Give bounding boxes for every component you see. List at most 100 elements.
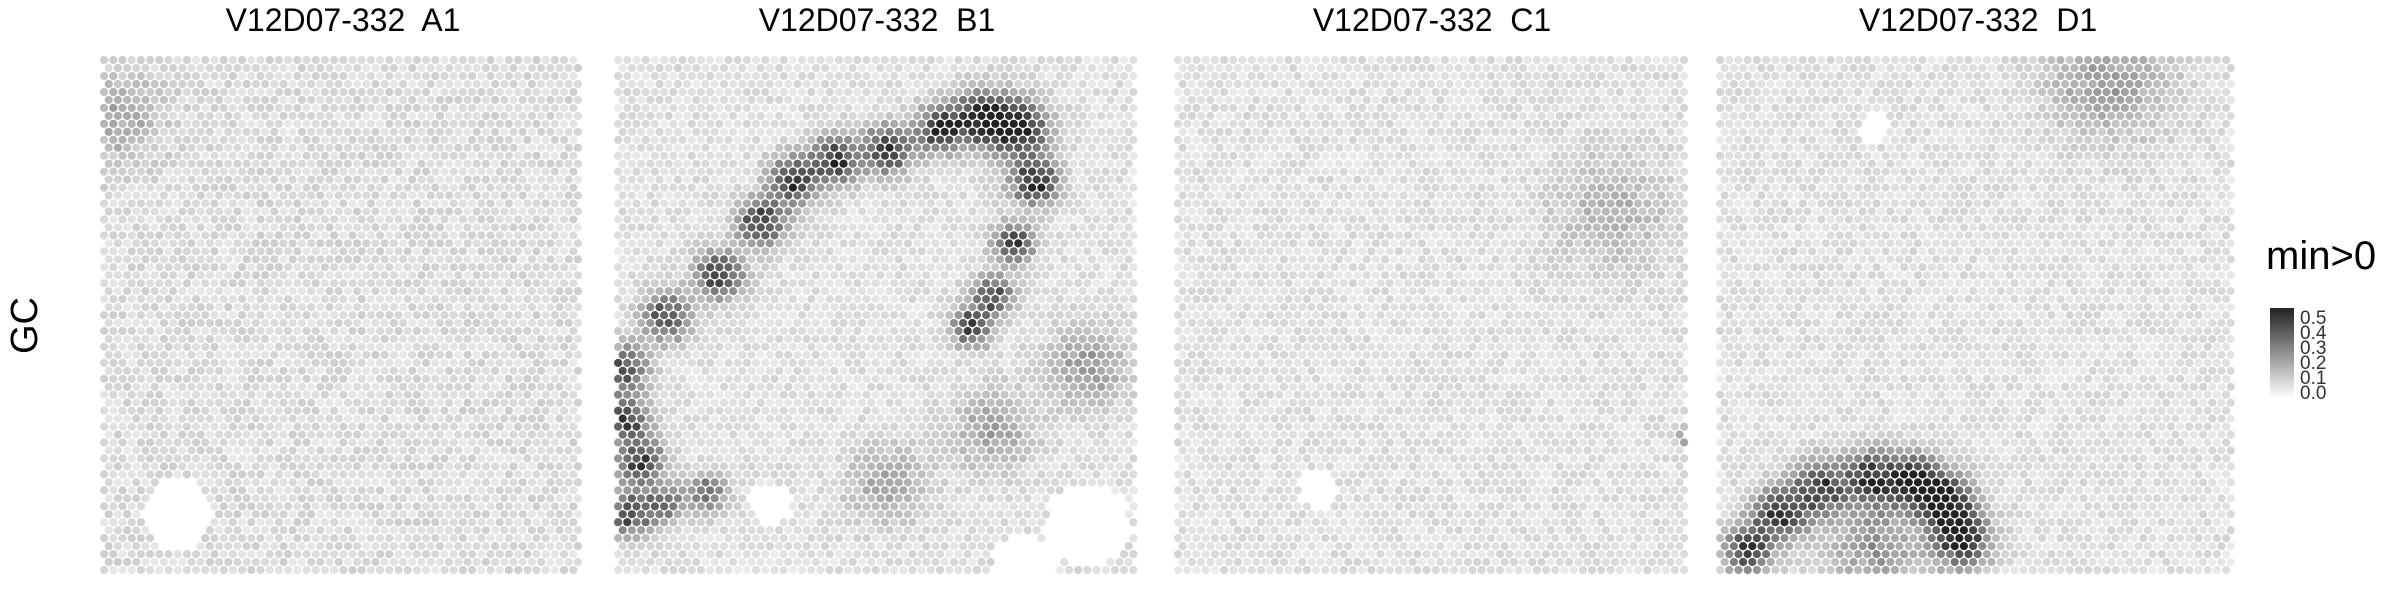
- heatmap-spot: [132, 414, 141, 423]
- heatmap-spot: [779, 263, 788, 272]
- heatmap-spot: [472, 462, 481, 471]
- heatmap-spot: [201, 406, 210, 415]
- heatmap-spot: [949, 255, 958, 264]
- heatmap-spot: [228, 167, 237, 176]
- heatmap-spot: [477, 550, 486, 559]
- heatmap-spot: [1110, 199, 1119, 208]
- heatmap-spot: [1069, 95, 1078, 104]
- heatmap-spot: [141, 366, 150, 375]
- heatmap-spot: [123, 111, 132, 120]
- heatmap-spot: [504, 279, 513, 288]
- heatmap-spot: [270, 64, 279, 73]
- heatmap-spot: [936, 135, 945, 144]
- heatmap-spot: [917, 71, 926, 81]
- heatmap-spot: [541, 215, 550, 224]
- heatmap-spot: [394, 87, 403, 97]
- heatmap-spot: [1087, 64, 1096, 73]
- heatmap-spot: [274, 119, 283, 128]
- heatmap-spot: [1124, 175, 1133, 184]
- heatmap-spot: [848, 255, 857, 264]
- heatmap-spot: [463, 382, 472, 391]
- heatmap-spot: [468, 199, 477, 208]
- heatmap-spot: [104, 175, 113, 184]
- heatmap-spot: [908, 199, 917, 208]
- heatmap-spot: [334, 334, 343, 344]
- heatmap-spot: [389, 478, 398, 487]
- heatmap-spot: [201, 167, 210, 176]
- heatmap-spot: [1009, 279, 1018, 288]
- heatmap-spot: [348, 199, 357, 208]
- heatmap-spot: [756, 191, 765, 200]
- heatmap-spot: [155, 263, 164, 272]
- heatmap-spot: [660, 151, 669, 160]
- heatmap-spot: [816, 199, 825, 208]
- heatmap-spot: [371, 414, 380, 423]
- heatmap-spot: [123, 255, 132, 264]
- heatmap-spot: [366, 438, 375, 447]
- heatmap-spot: [463, 159, 472, 168]
- heatmap-spot: [376, 342, 385, 351]
- heatmap-spot: [481, 382, 490, 391]
- heatmap-spot: [113, 64, 122, 73]
- heatmap-spot: [1083, 87, 1092, 97]
- heatmap-spot: [844, 151, 853, 160]
- heatmap-spot: [1023, 111, 1032, 120]
- heatmap-spot: [660, 199, 669, 208]
- heatmap-spot: [343, 255, 352, 264]
- heatmap-spot: [100, 358, 109, 367]
- heatmap-spot: [650, 263, 659, 272]
- heatmap-spot: [523, 534, 532, 543]
- heatmap-spot: [710, 79, 719, 89]
- heatmap-spot: [945, 135, 954, 144]
- heatmap-spot: [399, 239, 408, 248]
- heatmap-spot: [1101, 263, 1110, 272]
- heatmap-spot: [1074, 151, 1083, 160]
- heatmap-spot: [481, 462, 490, 471]
- heatmap-spot: [481, 64, 490, 73]
- heatmap-spot: [274, 87, 283, 97]
- heatmap-spot: [486, 534, 495, 543]
- heatmap-spot: [618, 191, 627, 200]
- heatmap-spot: [899, 103, 908, 112]
- heatmap-spot: [871, 87, 880, 97]
- heatmap-spot: [770, 151, 779, 160]
- heatmap-spot: [182, 87, 191, 97]
- heatmap-spot: [394, 311, 403, 320]
- heatmap-spot: [472, 398, 481, 407]
- heatmap-spot: [660, 247, 669, 256]
- heatmap-spot: [954, 231, 963, 240]
- heatmap-spot: [500, 446, 509, 455]
- heatmap-spot: [233, 191, 242, 200]
- heatmap-spot: [302, 518, 311, 527]
- heatmap-spot: [330, 438, 339, 447]
- heatmap-spot: [146, 87, 155, 97]
- heatmap-spot: [802, 271, 811, 280]
- heatmap-spot: [807, 167, 816, 176]
- heatmap-spot: [1083, 247, 1092, 256]
- heatmap-spot: [426, 557, 435, 567]
- heatmap-spot: [288, 398, 297, 407]
- heatmap-spot: [839, 223, 848, 232]
- heatmap-spot: [274, 502, 283, 511]
- heatmap-spot: [445, 271, 454, 280]
- heatmap-spot: [945, 71, 954, 81]
- heatmap-spot: [385, 326, 394, 336]
- heatmap-spot: [550, 199, 559, 208]
- heatmap-spot: [834, 103, 843, 112]
- heatmap-spot: [224, 255, 233, 264]
- heatmap-spot: [251, 557, 260, 567]
- heatmap-spot: [353, 287, 362, 296]
- heatmap-spot: [123, 127, 132, 136]
- heatmap-spot: [339, 215, 348, 224]
- heatmap-spot: [500, 223, 509, 232]
- heatmap-spot: [146, 470, 155, 479]
- heatmap-spot: [972, 247, 981, 256]
- heatmap-spot: [228, 311, 237, 320]
- heatmap-spot: [1028, 199, 1037, 208]
- heatmap-spot: [100, 454, 109, 463]
- heatmap-spot: [118, 470, 127, 479]
- heatmap-spot: [719, 143, 728, 152]
- heatmap-spot: [279, 303, 288, 312]
- heatmap-spot: [959, 143, 968, 152]
- heatmap-spot: [320, 231, 329, 240]
